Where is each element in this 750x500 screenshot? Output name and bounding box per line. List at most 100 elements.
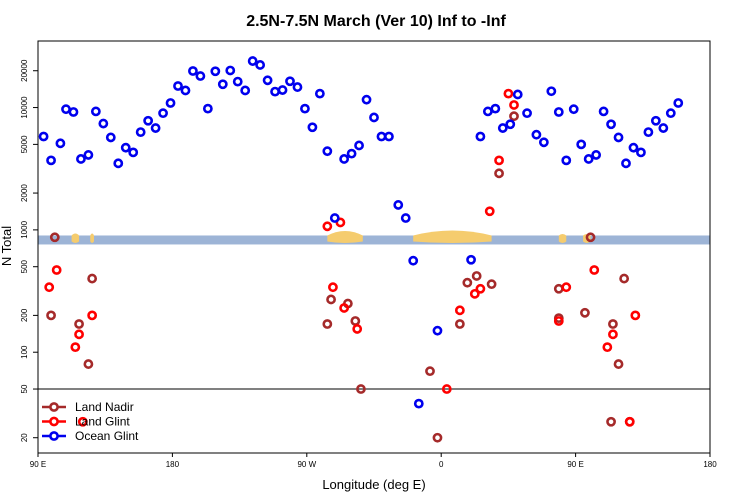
land-nadir-point <box>46 310 56 321</box>
land-glint-point <box>589 265 600 275</box>
ocean-glint-point <box>673 98 684 108</box>
ocean-glint-point <box>322 146 333 157</box>
ocean-glint-point <box>497 123 508 133</box>
land-nadir-point <box>471 271 482 281</box>
land-mass <box>71 233 80 243</box>
plot-frame <box>37 40 711 454</box>
land-nadir-point <box>322 319 333 329</box>
y-tick-label: 20000 <box>20 59 29 82</box>
legend-marker-land-glint <box>49 416 59 427</box>
y-tick-label: 10000 <box>20 96 29 119</box>
ocean-glint-point <box>408 255 419 266</box>
y-tick-label: 100 <box>20 345 29 359</box>
ocean-glint-point <box>613 132 624 143</box>
ocean-glint-point <box>384 131 394 142</box>
ocean-glint-point <box>247 56 258 66</box>
ocean-glint-point <box>105 132 116 143</box>
land-glint-point <box>328 282 338 293</box>
ocean-glint-point <box>568 104 579 115</box>
land-mass <box>327 230 363 243</box>
legend-marker-ocean-glint <box>49 431 59 441</box>
ocean-glint-point <box>621 158 631 169</box>
ocean-glint-point <box>68 107 79 117</box>
y-tick-label: 50 <box>20 384 29 393</box>
ocean-glint-point <box>285 76 295 87</box>
land-glint-point <box>51 265 62 275</box>
ocean-glint-point <box>270 86 280 97</box>
land-glint-point <box>77 416 88 427</box>
land-nadir-point <box>606 416 616 427</box>
land-glint-point <box>494 155 504 166</box>
land-glint-point <box>74 329 84 340</box>
ocean-glint-point <box>195 71 206 81</box>
ocean-glint-point <box>466 254 476 265</box>
ocean-glint-point <box>583 154 594 164</box>
ocean-glint-point <box>561 155 572 166</box>
x-axis-label: Longitude (deg E) <box>322 477 425 492</box>
ocean-glint-point <box>143 115 154 126</box>
ocean-glint-point <box>38 131 49 142</box>
ocean-glint-point <box>113 158 124 169</box>
land-nadir-point <box>356 384 366 394</box>
land-glint-point <box>322 221 333 232</box>
y-tick-label: 1000 <box>20 220 29 238</box>
ocean-glint-point <box>531 129 542 140</box>
land-nadir-point <box>432 432 443 443</box>
ocean-glint-point <box>553 107 564 117</box>
ocean-glint-point <box>512 89 523 100</box>
ocean-glint-point <box>240 85 251 96</box>
land-nadir-point <box>494 168 504 179</box>
ocean-glint-point <box>482 106 493 117</box>
x-tick-label: 180 <box>166 460 180 469</box>
land-nadir-point <box>486 279 497 290</box>
ocean-glint-point <box>369 112 379 123</box>
land-glint-point <box>624 416 635 427</box>
ocean-glint-point <box>55 138 66 149</box>
x-tick-label: 0 <box>439 460 444 469</box>
land-mass <box>558 233 567 243</box>
ocean-glint-point <box>658 123 669 133</box>
x-tick-label: 90 E <box>567 460 583 469</box>
ocean-glint-point <box>546 86 557 97</box>
ocean-glint-point <box>158 108 168 119</box>
ocean-glint-point <box>393 200 404 210</box>
land-glint-point <box>509 100 519 110</box>
ocean-glint-point <box>538 137 549 148</box>
land-nadir-point <box>613 359 624 369</box>
land-nadir-point <box>619 273 630 284</box>
ocean-glint-point <box>361 94 372 105</box>
land-glint-point <box>503 88 514 99</box>
ocean-glint-point <box>339 154 350 164</box>
ocean-glint-point <box>262 75 273 86</box>
y-tick-label: 5000 <box>20 135 29 153</box>
land-glint-point <box>70 342 81 353</box>
ocean-glint-point <box>598 106 609 117</box>
data-points <box>38 56 684 443</box>
land-nadir-point <box>454 319 465 329</box>
y-axis-label: N Total <box>0 226 14 266</box>
legend-label-land-glint: Land Glint <box>75 415 130 429</box>
land-nadir-point <box>580 307 590 318</box>
land-glint-point <box>339 303 350 313</box>
land-glint-point <box>608 329 618 340</box>
land-nadir-point <box>326 294 336 305</box>
land-nadir-point <box>553 283 564 294</box>
y-tick-label: 200 <box>20 308 29 322</box>
legend-marker-land-nadir <box>49 402 59 412</box>
y-tick-label: 2000 <box>20 184 29 202</box>
ocean-glint-point <box>46 155 56 166</box>
y-tick-label: 500 <box>20 259 29 273</box>
land-nadir-point <box>83 359 94 369</box>
y-axis: 20 50 100 200 500 1000 2000 5000 10000 20000 <box>20 59 38 442</box>
ocean-glint-point <box>98 118 109 129</box>
land-nadir-point <box>509 111 519 122</box>
ocean-glint-point <box>210 66 221 77</box>
land-nadir-point <box>74 319 84 329</box>
x-tick-label: 180 <box>703 460 717 469</box>
ocean-glint-point <box>150 123 161 133</box>
land-nadir-point <box>608 319 618 329</box>
ocean-glint-point <box>135 127 146 138</box>
ocean-glint-point <box>591 150 602 160</box>
